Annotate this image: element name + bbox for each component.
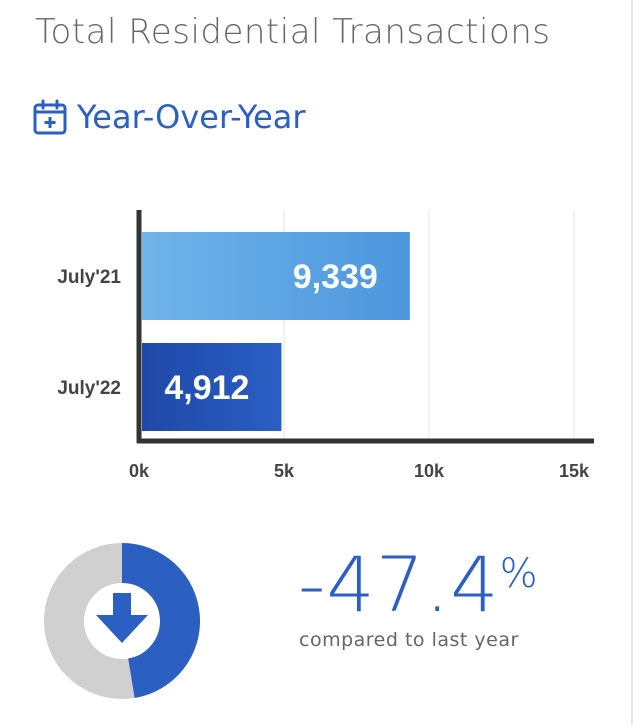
panel-border <box>631 0 633 725</box>
page-title: Total Residential Transactions <box>35 12 551 52</box>
x-tick-label: 15k <box>559 461 590 481</box>
bar-value-label: 4,912 <box>164 369 249 407</box>
x-tick-label: 10k <box>414 461 445 481</box>
x-tick-label: 5k <box>274 461 295 481</box>
bar-chart: 0k 5k 10k 15k July'21 9,339 July'22 4,912 <box>57 210 594 481</box>
change-value: -47.4 <box>298 540 500 629</box>
change-percent: -47.4% <box>298 545 538 625</box>
category-label: July'21 <box>57 267 121 288</box>
change-caption: compared to last year <box>299 629 519 651</box>
calendar-plus-icon <box>33 99 67 135</box>
subtitle: Year-Over-Year <box>77 98 306 136</box>
bar-value-label: 9,339 <box>293 258 378 296</box>
category-label: July'22 <box>57 378 121 399</box>
bar <box>142 343 282 431</box>
change-donut <box>44 543 200 699</box>
arrow-down-icon <box>96 593 148 643</box>
x-tick-label: 0k <box>129 461 150 481</box>
bar <box>142 232 410 320</box>
subtitle-row: Year-Over-Year <box>33 98 306 136</box>
donut-fill <box>121 543 200 698</box>
percent-sign: % <box>499 551 538 597</box>
